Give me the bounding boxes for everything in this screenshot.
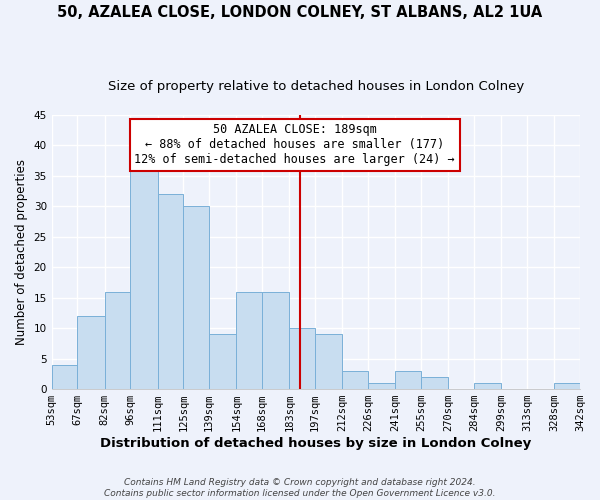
Bar (554, 383, 580, 389)
Bar (421, 377, 448, 389)
Title: Size of property relative to detached houses in London Colney: Size of property relative to detached ho… (108, 80, 524, 93)
Text: 50 AZALEA CLOSE: 189sqm
← 88% of detached houses are smaller (177)
12% of semi-d: 50 AZALEA CLOSE: 189sqm ← 88% of detache… (134, 123, 455, 166)
Bar (315, 334, 343, 389)
Bar (289, 328, 315, 389)
Bar (368, 383, 395, 389)
Bar (209, 334, 236, 389)
Text: 50, AZALEA CLOSE, LONDON COLNEY, ST ALBANS, AL2 1UA: 50, AZALEA CLOSE, LONDON COLNEY, ST ALBA… (58, 5, 542, 20)
X-axis label: Distribution of detached houses by size in London Colney: Distribution of detached houses by size … (100, 437, 532, 450)
Bar (104, 292, 130, 389)
Bar (343, 371, 368, 389)
Bar (130, 170, 158, 389)
Bar (158, 194, 183, 389)
Bar (236, 292, 262, 389)
Bar (474, 383, 502, 389)
Bar (52, 364, 77, 389)
Bar (77, 316, 104, 389)
Bar (262, 292, 289, 389)
Bar (395, 371, 421, 389)
Y-axis label: Number of detached properties: Number of detached properties (15, 159, 28, 345)
Text: Contains HM Land Registry data © Crown copyright and database right 2024.
Contai: Contains HM Land Registry data © Crown c… (104, 478, 496, 498)
Bar (183, 206, 209, 389)
